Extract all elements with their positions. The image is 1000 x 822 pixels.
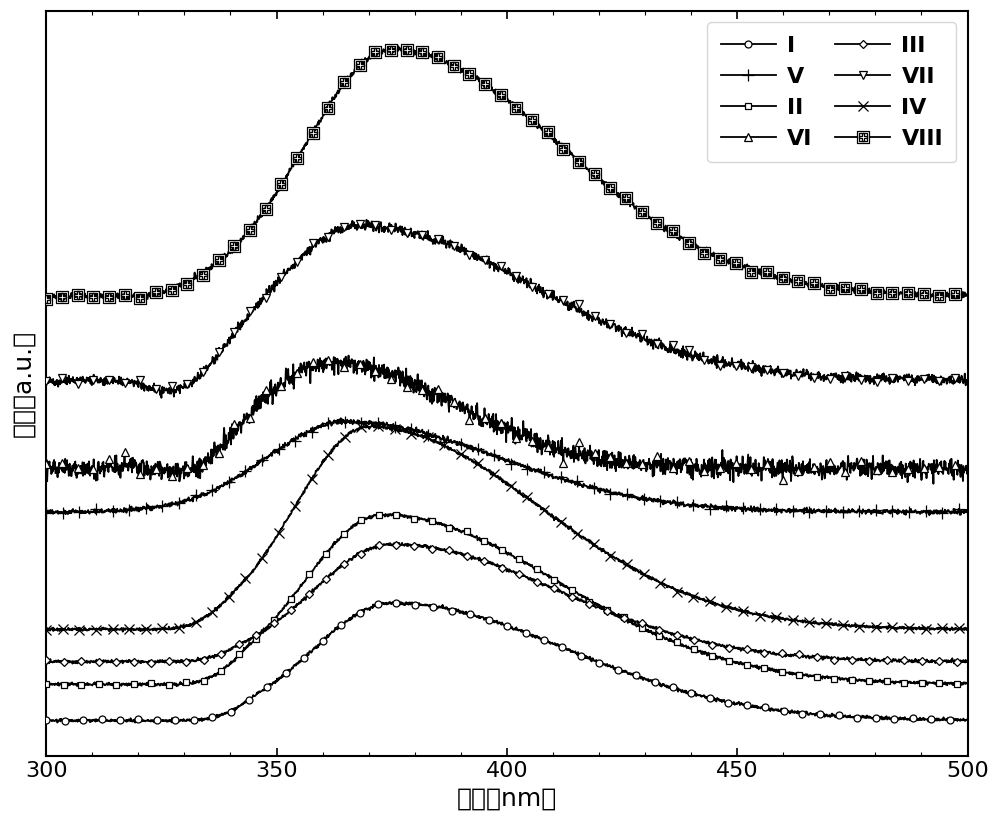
- Legend: I, V, II, VI, III, VII, IV, VIII: I, V, II, VI, III, VII, IV, VIII: [707, 22, 956, 162]
- X-axis label: 波长（nm）: 波长（nm）: [457, 787, 557, 810]
- Y-axis label: 荧光（a.u.）: 荧光（a.u.）: [11, 330, 35, 437]
